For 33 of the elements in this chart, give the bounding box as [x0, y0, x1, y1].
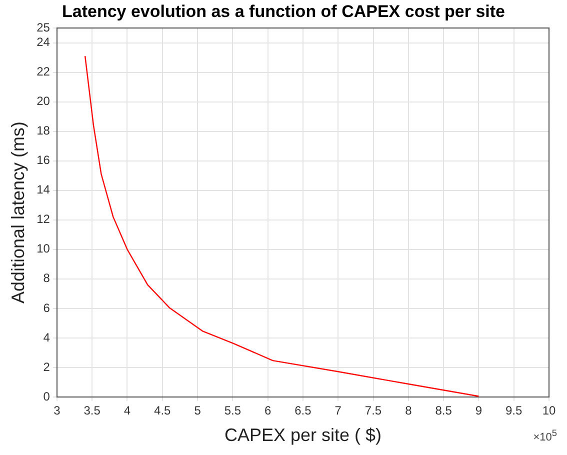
y-tick-label: 6: [43, 300, 50, 315]
text: ×10$^{5}$: [533, 428, 557, 444]
y-tick-label: 24: [36, 35, 50, 50]
x-tick-label: 3: [54, 404, 61, 418]
y-tick-label: 16: [36, 153, 50, 168]
x-tick-label: 7: [334, 404, 342, 418]
x-tick-label: 4.5: [154, 404, 172, 418]
x-tick-label: 4: [124, 404, 131, 418]
x-tick-label: 9.5: [506, 404, 523, 418]
x-tick-label: 7.5: [364, 404, 382, 418]
x-tick-label: 6.5: [294, 404, 312, 418]
chart-title: Latency evolution as a function of CAPEX cost per site: [60, 2, 506, 22]
y-tick-label: 14: [36, 182, 50, 197]
x-tick-label: 9: [475, 404, 482, 418]
x-tick-label: 10: [542, 404, 556, 418]
x-tick-label: 5.5: [224, 404, 242, 418]
y-tick-label: 25: [36, 20, 50, 34]
y-tick-label: 12: [36, 212, 50, 226]
y-tick-label: 0: [43, 389, 50, 404]
y-tick-label: 2: [43, 360, 50, 374]
y-tick-label: 4: [43, 330, 50, 344]
y-tick-label: 18: [36, 124, 50, 138]
y-tick-label: 10: [36, 242, 50, 256]
x-tick-label: 6: [264, 404, 272, 418]
x-tick-label: 8: [405, 404, 412, 418]
y-tick-label: 22: [36, 64, 50, 79]
x-tick-label: 3.5: [84, 404, 101, 418]
y-tick-label: 20: [36, 94, 50, 108]
x-tick-label: 5: [194, 404, 202, 418]
x-tick-label: 8.5: [435, 404, 452, 418]
x-axis-title: CAPEX per site ( $): [224, 425, 382, 446]
y-axis-title: Additional latency (ms): [8, 121, 28, 304]
y-tick-label: 8: [43, 271, 50, 286]
